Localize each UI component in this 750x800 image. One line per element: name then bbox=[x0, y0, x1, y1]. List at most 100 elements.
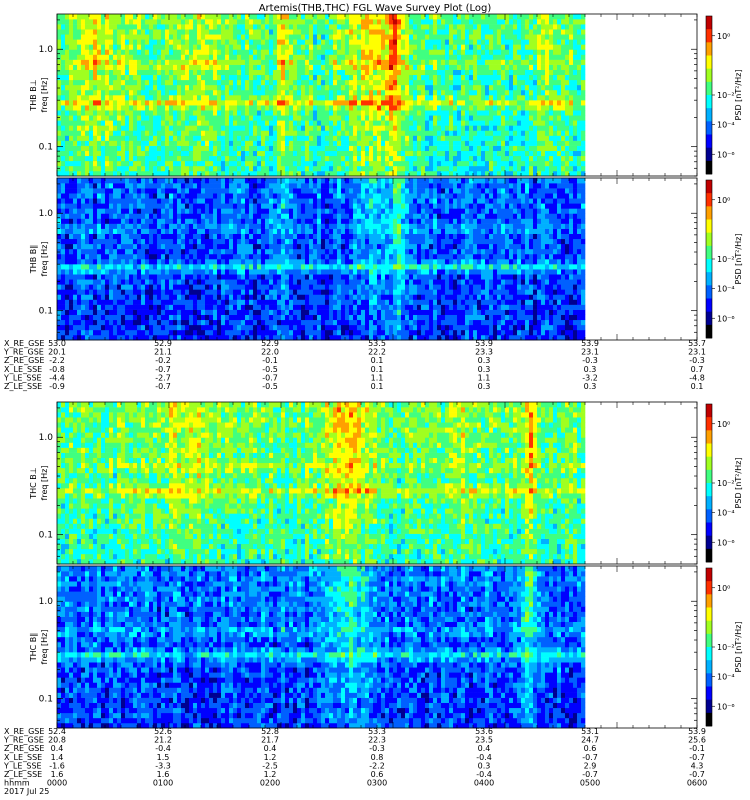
heatmap-cell bbox=[525, 29, 530, 35]
heatmap-cell bbox=[493, 14, 498, 20]
heatmap-cell bbox=[81, 155, 86, 162]
heatmap-cell bbox=[125, 208, 130, 214]
heatmap-cell bbox=[249, 59, 254, 65]
heatmap-cell bbox=[129, 334, 134, 341]
heatmap-cell bbox=[473, 49, 478, 55]
heatmap-cell bbox=[237, 170, 242, 177]
heatmap-cell bbox=[177, 69, 182, 76]
heatmap-cell bbox=[125, 24, 130, 30]
colorbar-swatch bbox=[706, 123, 712, 127]
heatmap-cell bbox=[281, 125, 286, 131]
heatmap-cell bbox=[409, 79, 414, 86]
heatmap-cell bbox=[557, 170, 562, 177]
heatmap-cell bbox=[181, 145, 186, 151]
heatmap-cell bbox=[81, 115, 86, 121]
heatmap-cell bbox=[241, 64, 246, 70]
heatmap-cell bbox=[369, 34, 374, 40]
heatmap-cell bbox=[81, 178, 86, 184]
heatmap-cell bbox=[553, 100, 558, 106]
heatmap-cell bbox=[81, 304, 86, 310]
heatmap-cell bbox=[369, 64, 374, 70]
heatmap-cell bbox=[273, 115, 278, 121]
heatmap-cell bbox=[421, 145, 426, 151]
heatmap-cell bbox=[341, 120, 346, 126]
heatmap-cell bbox=[193, 110, 198, 116]
heatmap-cell bbox=[345, 105, 350, 111]
heatmap-cell bbox=[169, 140, 174, 146]
heatmap-cell bbox=[389, 29, 394, 35]
heatmap-cell bbox=[281, 74, 286, 81]
heatmap-cell bbox=[197, 69, 202, 76]
heatmap-cell bbox=[193, 115, 198, 121]
heatmap-cell bbox=[105, 248, 110, 255]
heatmap-cell bbox=[185, 130, 190, 136]
heatmap-cell bbox=[57, 243, 62, 250]
heatmap-cell bbox=[181, 39, 186, 45]
heatmap-cell bbox=[85, 259, 90, 265]
heatmap-cell bbox=[381, 165, 386, 172]
colorbar-swatch bbox=[706, 37, 712, 41]
heatmap-cell bbox=[281, 84, 286, 91]
heatmap-cell bbox=[501, 49, 506, 55]
heatmap-cell bbox=[125, 115, 130, 121]
heatmap-cell bbox=[241, 135, 246, 141]
heatmap-cell bbox=[149, 125, 154, 131]
heatmap-cell bbox=[169, 44, 174, 50]
heatmap-cell bbox=[289, 105, 294, 111]
heatmap-cell bbox=[77, 319, 82, 326]
heatmap-cell bbox=[433, 155, 438, 162]
heatmap-cell bbox=[177, 140, 182, 146]
heatmap-cell bbox=[425, 29, 430, 35]
heatmap-cell bbox=[277, 29, 282, 35]
heatmap-cell bbox=[89, 294, 94, 300]
heatmap-cell bbox=[109, 150, 114, 157]
heatmap-cell bbox=[541, 105, 546, 111]
heatmap-cell bbox=[249, 74, 254, 81]
heatmap-cell bbox=[409, 95, 414, 101]
heatmap-cell bbox=[521, 120, 526, 126]
heatmap-cell bbox=[173, 89, 178, 96]
heatmap-cell bbox=[333, 19, 338, 25]
heatmap-cell bbox=[129, 44, 134, 50]
heatmap-cell bbox=[277, 54, 282, 60]
heatmap-cell bbox=[329, 100, 334, 106]
heatmap-cell bbox=[69, 105, 74, 111]
heatmap-cell bbox=[61, 198, 66, 204]
heatmap-cell bbox=[109, 299, 114, 305]
heatmap-cell bbox=[261, 64, 266, 70]
heatmap-cell bbox=[81, 64, 86, 70]
heatmap-cell bbox=[341, 39, 346, 45]
heatmap-cell bbox=[325, 155, 330, 162]
heatmap-cell bbox=[193, 69, 198, 76]
heatmap-cell bbox=[313, 165, 318, 172]
heatmap-cell bbox=[537, 135, 542, 141]
heatmap-cell bbox=[573, 89, 578, 96]
heatmap-cell bbox=[281, 115, 286, 121]
heatmap-cell bbox=[169, 54, 174, 60]
heatmap-cell bbox=[125, 253, 130, 260]
heatmap-cell bbox=[545, 110, 550, 116]
heatmap-cell bbox=[529, 84, 534, 91]
heatmap-cell bbox=[549, 79, 554, 86]
heatmap-cell bbox=[125, 233, 130, 240]
heatmap-cell bbox=[225, 24, 230, 30]
heatmap-cell bbox=[417, 24, 422, 30]
heatmap-cell bbox=[109, 233, 114, 240]
heatmap-cell bbox=[413, 130, 418, 136]
heatmap-cell bbox=[97, 69, 102, 76]
heatmap-cell bbox=[61, 203, 66, 209]
heatmap-cell bbox=[529, 64, 534, 70]
heatmap-cell bbox=[313, 155, 318, 162]
heatmap-cell bbox=[117, 170, 122, 177]
heatmap-cell bbox=[569, 125, 574, 131]
heatmap-cell bbox=[477, 135, 482, 141]
heatmap-cell bbox=[249, 100, 254, 106]
heatmap-cell bbox=[205, 125, 210, 131]
heatmap-cell bbox=[61, 69, 66, 76]
heatmap-cell bbox=[321, 64, 326, 70]
heatmap-cell bbox=[533, 160, 538, 167]
heatmap-cell bbox=[105, 264, 110, 270]
heatmap-cell bbox=[109, 14, 114, 20]
heatmap-cell bbox=[97, 150, 102, 157]
heatmap-cell bbox=[505, 59, 510, 65]
